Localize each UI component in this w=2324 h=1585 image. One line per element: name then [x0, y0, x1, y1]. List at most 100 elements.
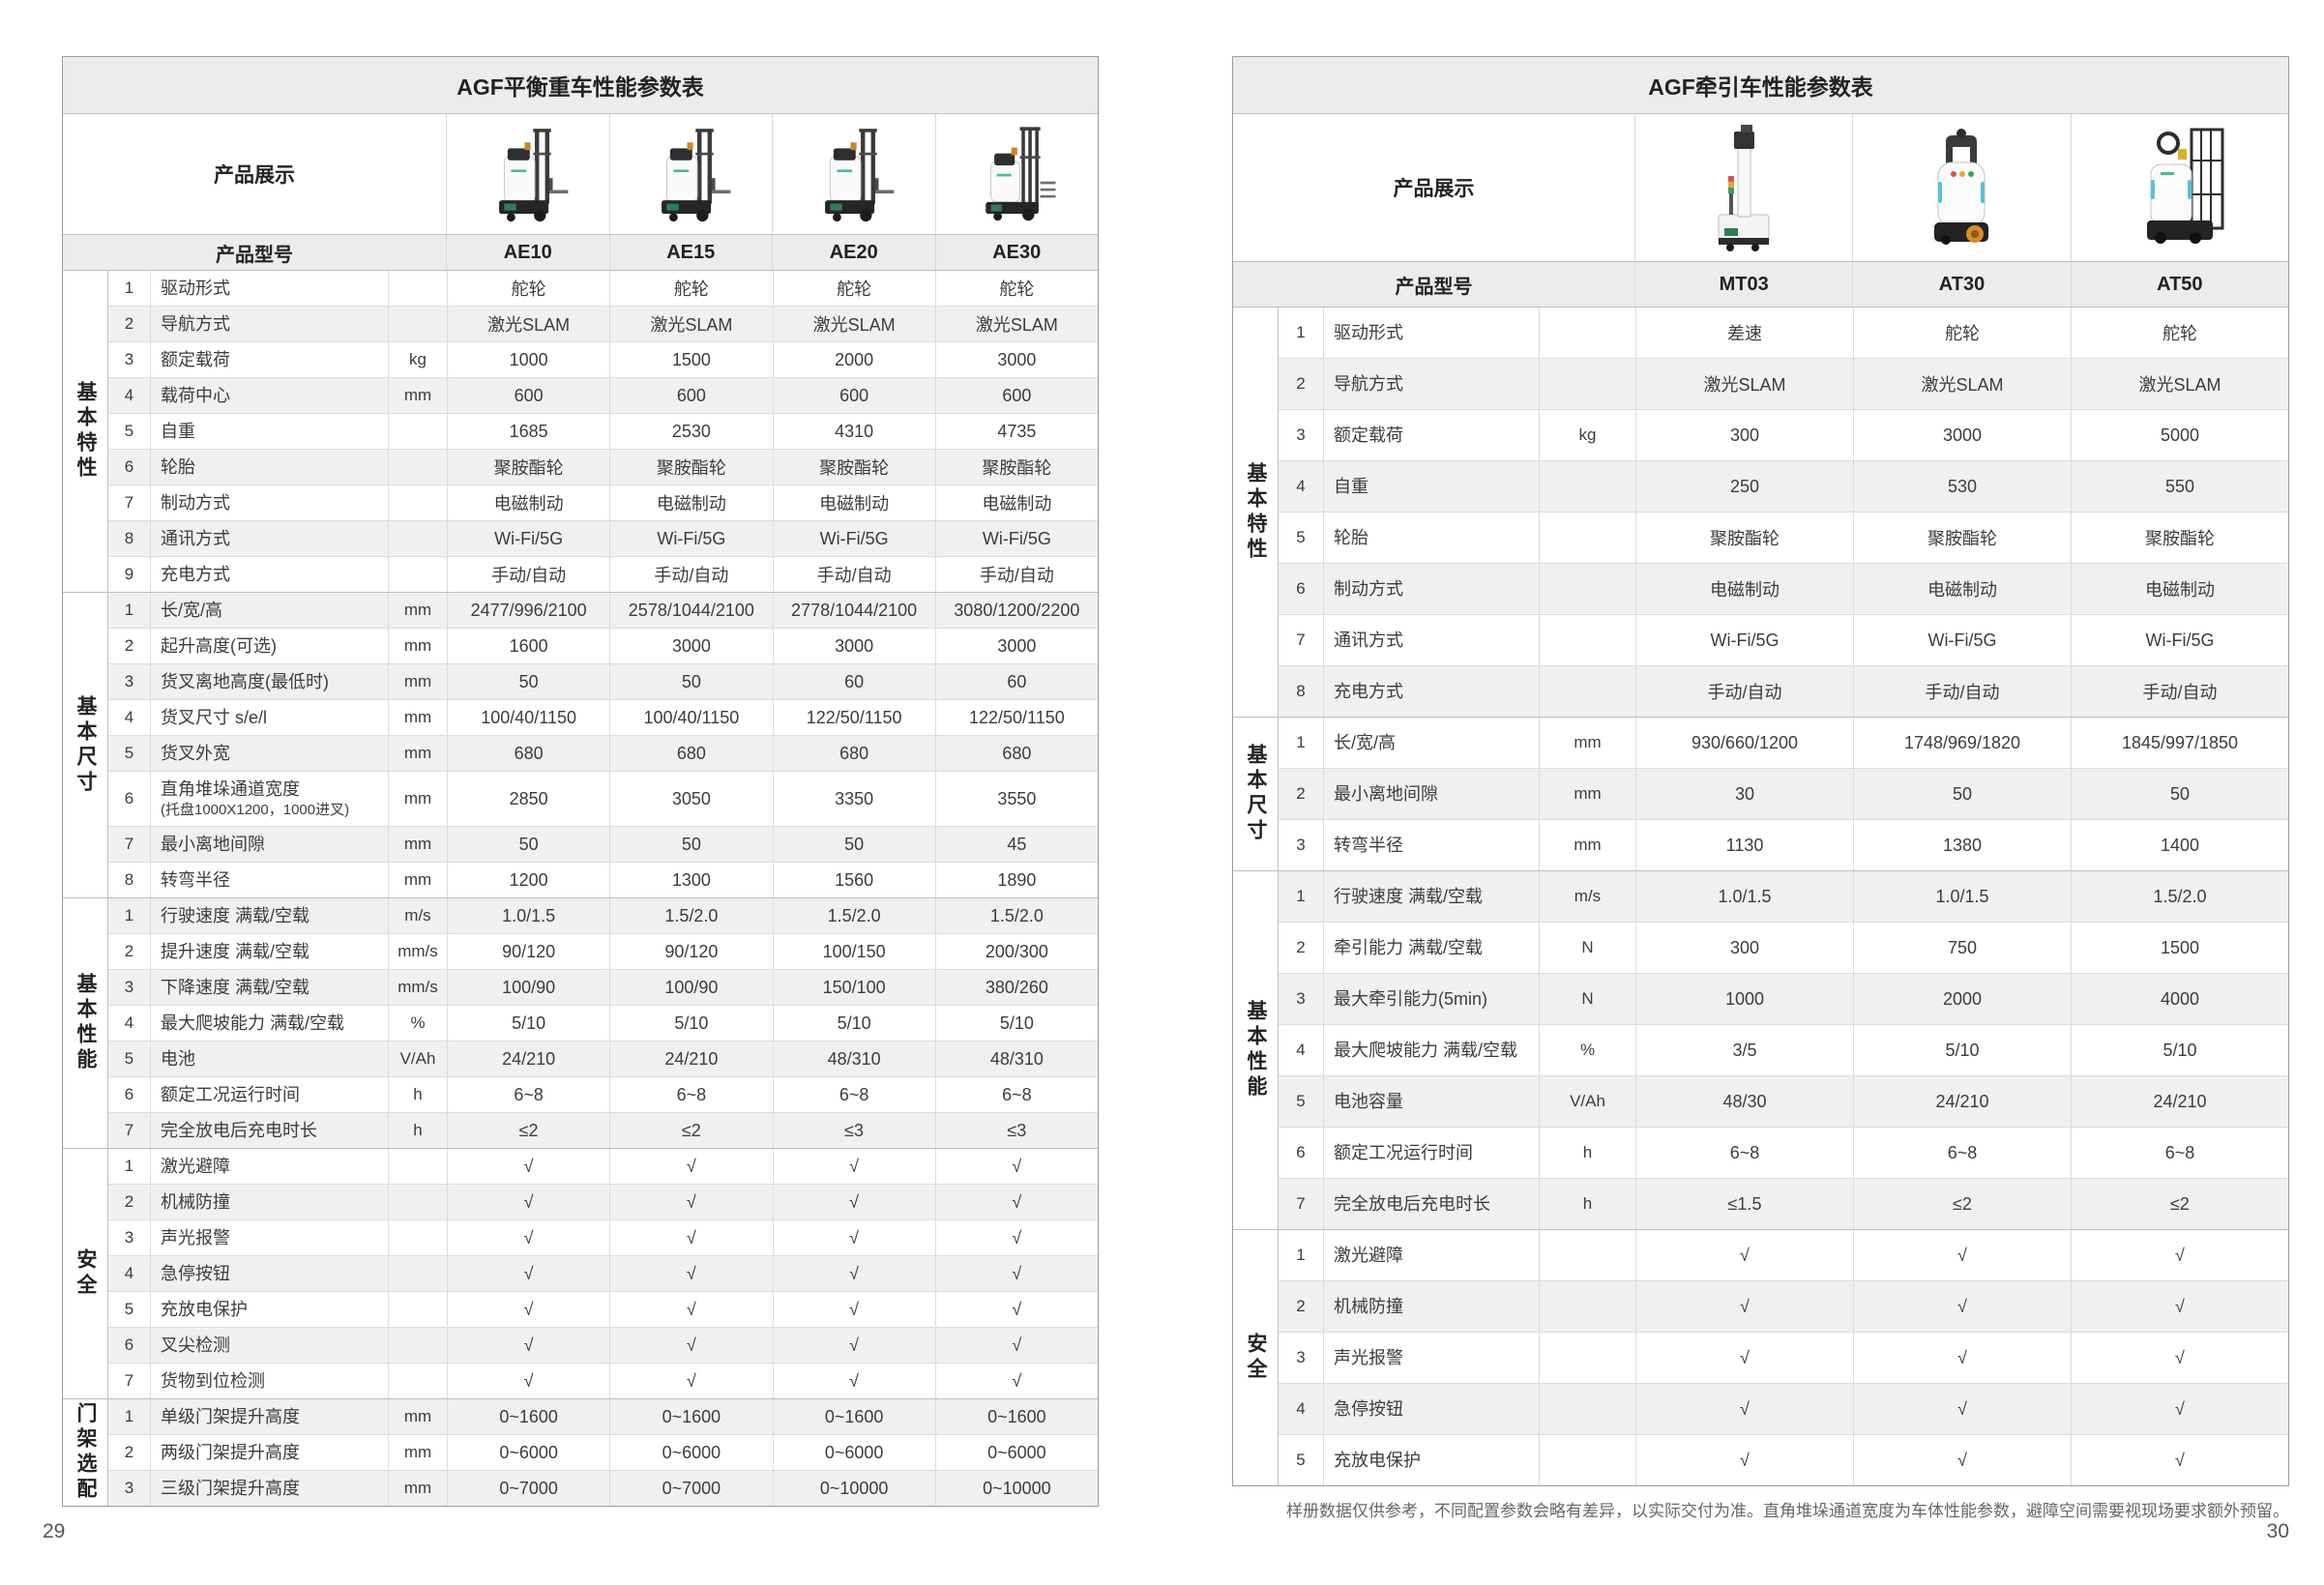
model-name: AE30 [934, 235, 1099, 270]
row-value: 3000 [934, 629, 1098, 663]
row-unit: kg [388, 342, 447, 377]
spec-row: 4 急停按钮 √ √ √ √ [108, 1255, 1098, 1291]
row-value: 1000 [1635, 974, 1853, 1024]
spec-row: 9 充电方式 手动/自动 手动/自动 手动/自动 手动/自动 [108, 556, 1098, 592]
row-value: Wi-Fi/5G [772, 521, 935, 556]
section-group-label: 安全 [1245, 1333, 1267, 1383]
row-label: 两级门架提升高度 [150, 1435, 388, 1470]
row-value: Wi-Fi/5G [1635, 615, 1853, 665]
row-value: 舵轮 [447, 271, 609, 306]
row-value: 手动/自动 [1635, 666, 1853, 717]
row-value: 激光SLAM [2071, 359, 2288, 409]
row-value: 45 [934, 827, 1098, 862]
row-value: ≤3 [934, 1113, 1098, 1148]
row-number: 2 [124, 636, 134, 655]
row-unit: kg [1539, 410, 1635, 460]
row-value: 聚胺酯轮 [1853, 513, 2071, 563]
row-label: 急停按钮 [1323, 1384, 1539, 1434]
spec-row: 2 机械防撞 √ √ √ √ [108, 1184, 1098, 1219]
section-group-cell: 基本特性 [1233, 308, 1279, 717]
row-number: 2 [1296, 784, 1306, 803]
row-unit: mm [388, 772, 447, 826]
row-label: 电池容量 [1323, 1076, 1539, 1127]
spec-row: 2 最小离地间隙 mm 30 50 50 [1279, 768, 2288, 819]
row-number: 1 [124, 601, 134, 619]
section-basic-features: 基本特性 1 驱动形式 舵轮 舵轮 舵轮 舵轮 2 导航方式 激光SLAM 激光SLAM 激光SLAM… [63, 271, 1098, 592]
row-value: 1685 [447, 414, 609, 449]
row-value: 300 [1635, 923, 1853, 973]
row-value: 0~6000 [609, 1435, 772, 1470]
table-title: AGF牵引车性能参数表 [1233, 57, 2288, 114]
row-label: 行驶速度 满载/空载 [150, 898, 388, 933]
model-row-label: 产品型号 [216, 244, 293, 266]
row-value: ≤3 [772, 1113, 935, 1148]
row-number: 6 [1296, 579, 1306, 598]
row-value: 3000 [934, 342, 1098, 377]
row-label: 下降速度 满载/空载 [150, 970, 388, 1005]
row-value: 0~1600 [934, 1399, 1098, 1434]
spec-row: 3 下降速度 满载/空载 mm/s 100/90 100/90 150/100 380/26… [108, 969, 1098, 1005]
row-value: 聚胺酯轮 [772, 450, 935, 484]
spec-row: 4 自重 250 530 550 [1279, 460, 2288, 512]
row-number: 8 [124, 529, 134, 547]
spec-row: 6 额定工况运行时间 h 6~8 6~8 6~8 6~8 [108, 1076, 1098, 1112]
row-value: 250 [1635, 461, 1853, 512]
row-unit: mm [1539, 820, 1635, 870]
spec-row: 4 货叉尺寸 s/e/l mm 100/40/1150 100/40/1150 122/5… [108, 699, 1098, 735]
row-number: 1 [124, 1157, 134, 1175]
row-number: 7 [1296, 1194, 1306, 1213]
row-unit: h [388, 1077, 447, 1112]
table-title: AGF平衡重车性能参数表 [63, 57, 1098, 114]
row-value: 手动/自动 [1853, 666, 2071, 717]
row-value: 3080/1200/2200 [934, 593, 1098, 628]
row-number: 7 [124, 835, 134, 853]
row-number: 2 [1296, 938, 1306, 956]
spec-row: 8 充电方式 手动/自动 手动/自动 手动/自动 [1279, 665, 2288, 717]
row-value: 2530 [609, 414, 772, 449]
row-value: 300 [1635, 410, 1853, 460]
row-value: 激光SLAM [447, 307, 609, 341]
row-value: 50 [2071, 769, 2288, 819]
row-number: 3 [124, 978, 134, 996]
row-label: 轮胎 [150, 450, 388, 484]
row-unit [388, 521, 447, 556]
section-group-cell: 基本特性 [63, 271, 108, 592]
row-label: 完全放电后充电时长 [150, 1113, 388, 1148]
row-value: 0~6000 [772, 1435, 935, 1470]
row-label: 额定载荷 [1323, 410, 1539, 460]
spec-row: 1 单级门架提升高度 mm 0~1600 0~1600 0~1600 0~1600 [108, 1399, 1098, 1434]
row-value: ≤2 [2071, 1179, 2288, 1229]
row-value: 3000 [609, 629, 772, 663]
model-name: AT30 [1852, 262, 2070, 307]
row-unit [388, 1220, 447, 1255]
row-value: 0~10000 [934, 1471, 1098, 1506]
spec-row: 6 制动方式 电磁制动 电磁制动 电磁制动 [1279, 563, 2288, 614]
row-unit: mm [388, 863, 447, 897]
row-label: 制动方式 [150, 485, 388, 520]
row-value: √ [447, 1149, 609, 1184]
row-value: 3350 [772, 772, 935, 826]
row-value: 50 [1853, 769, 2071, 819]
row-value: 手动/自动 [447, 557, 609, 592]
row-value: 3550 [934, 772, 1098, 826]
row-value: 电磁制动 [609, 485, 772, 520]
row-value: 1600 [447, 629, 609, 663]
row-value: √ [609, 1364, 772, 1398]
spec-row: 7 最小离地间隙 mm 50 50 50 45 [108, 826, 1098, 862]
row-number: 2 [124, 314, 134, 333]
row-label: 单级门架提升高度 [150, 1399, 388, 1434]
spec-row: 5 充放电保护 √ √ √ √ [108, 1291, 1098, 1327]
row-value: 24/210 [1853, 1076, 2071, 1127]
row-unit: mm [388, 664, 447, 699]
row-label: 通讯方式 [1323, 615, 1539, 665]
row-value: 0~1600 [447, 1399, 609, 1434]
row-unit: N [1539, 923, 1635, 973]
row-unit: m/s [1539, 871, 1635, 922]
spec-row: 5 货叉外宽 mm 680 680 680 680 [108, 735, 1098, 771]
forklift-tall-product-image [985, 127, 1056, 221]
spec-row: 5 电池容量 V/Ah 48/30 24/210 24/210 [1279, 1075, 2288, 1127]
row-value: 100/40/1150 [609, 700, 772, 735]
row-value: 1845/997/1850 [2071, 718, 2288, 768]
row-value: 1500 [609, 342, 772, 377]
spec-row: 1 驱动形式 舵轮 舵轮 舵轮 舵轮 [108, 271, 1098, 306]
